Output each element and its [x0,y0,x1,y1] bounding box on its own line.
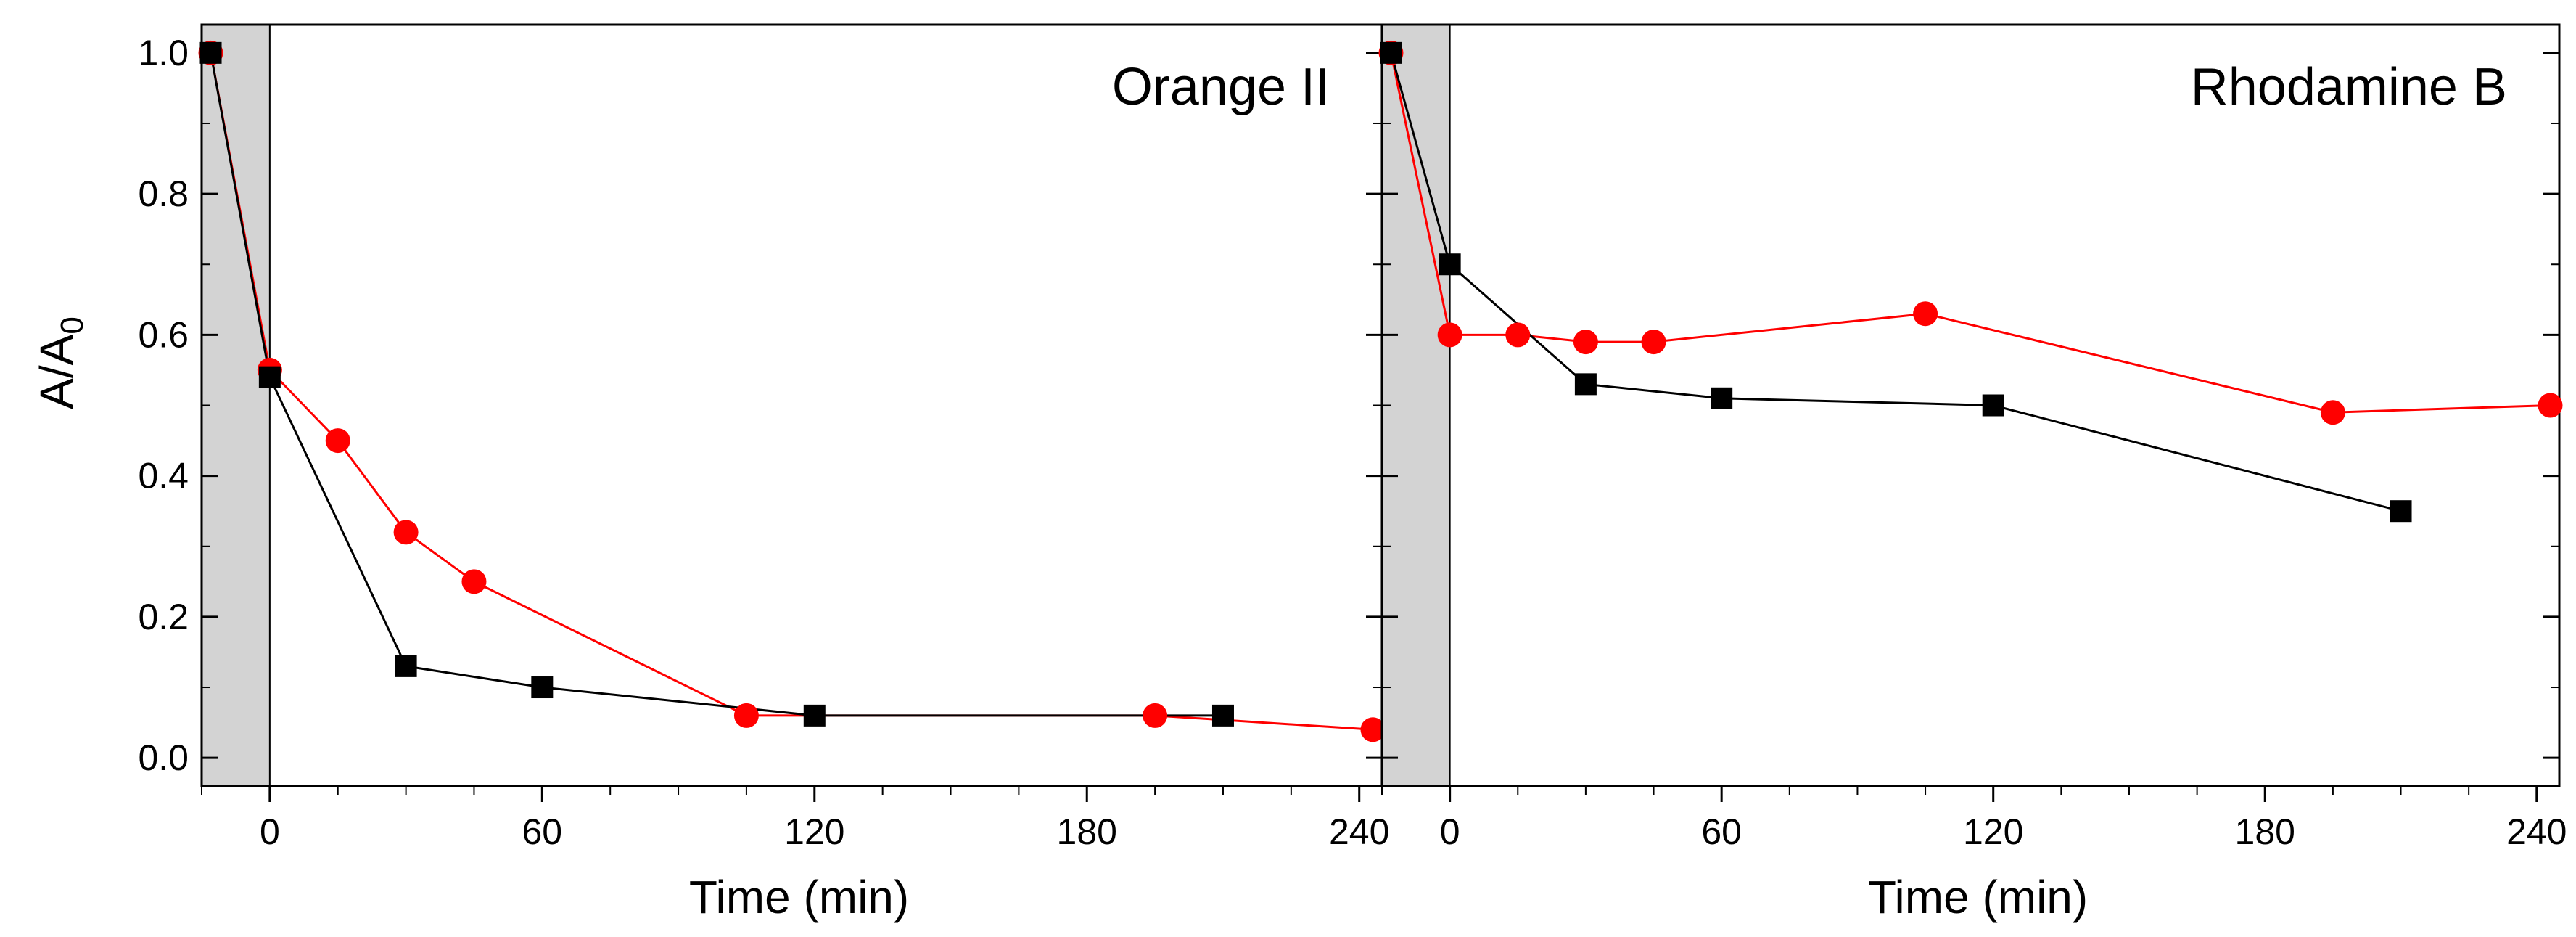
dark-region [1382,25,1450,786]
dark-region [202,25,270,786]
x-tick-label: 0 [260,811,280,852]
x-tick-label: 0 [1440,811,1460,852]
data-point-square [803,704,826,727]
data-point-circle [1505,322,1531,348]
x-axis-label: Time (min) [689,871,909,923]
data-point-square [395,655,417,677]
data-point-square [1211,704,1234,727]
data-point-circle [2320,400,2345,425]
data-point-circle [1913,301,1938,327]
series-line-black-squares [1390,52,2401,512]
data-point-square [1574,373,1597,396]
series-line-black-squares [210,52,1223,717]
data-point-square [1439,253,1461,276]
data-point-circle [1641,330,1666,355]
y-tick-label: 0.8 [138,173,189,214]
plot-frame [200,23,1383,787]
y-tick-label: 0.2 [138,597,189,637]
data-point-circle [461,569,487,594]
x-axis-label: Time (min) [1868,871,2088,923]
x-tick-label: 180 [1057,811,1117,852]
data-point-square [199,41,222,64]
data-point-circle [1437,322,1462,348]
panel-title: Orange II [1112,58,1330,116]
data-point-square [1711,387,1733,409]
x-tick-label: 240 [1329,811,1389,852]
data-point-circle [325,428,350,454]
panel-rhodamine-b: 0 60 120 180 240 Time (min) Rhodamine B [1378,23,2567,923]
data-point-square [2390,500,2412,523]
data-point-circle [1573,330,1598,355]
panel-title: Rhodamine B [2191,58,2507,116]
y-tick-label: 0.0 [138,737,189,778]
x-tick-label: 60 [1701,811,1742,852]
x-tick-label: 180 [2235,811,2295,852]
x-tick-label: 60 [522,811,563,852]
y-axis-label-sub: 0 [54,316,90,334]
series-line-red-circles [210,52,1373,731]
data-point-square [1982,394,2004,417]
y-tick-label: 0.4 [138,456,189,496]
data-point-square [258,366,281,388]
x-tick-label: 120 [784,811,844,852]
y-tick-label: 0.6 [138,314,189,355]
panel-orange-ii: 0.0 0.2 0.4 0.6 0.8 1.0 0 60 120 180 240 Time (min)… [138,23,1389,923]
data-point-circle [733,703,759,728]
data-point-circle [2538,393,2563,418]
x-tick-label: 120 [1963,811,2023,852]
data-point-circle [1143,703,1168,728]
data-point-circle [393,520,419,545]
data-point-square [1380,41,1402,64]
y-axis-label: A/A0 [30,316,90,409]
y-axis-label-main: A/A [30,334,83,409]
y-tick-label: 1.0 [138,33,189,73]
data-point-square [531,676,554,699]
data-point-circle [1360,717,1386,742]
x-tick-label: 240 [2506,811,2567,852]
